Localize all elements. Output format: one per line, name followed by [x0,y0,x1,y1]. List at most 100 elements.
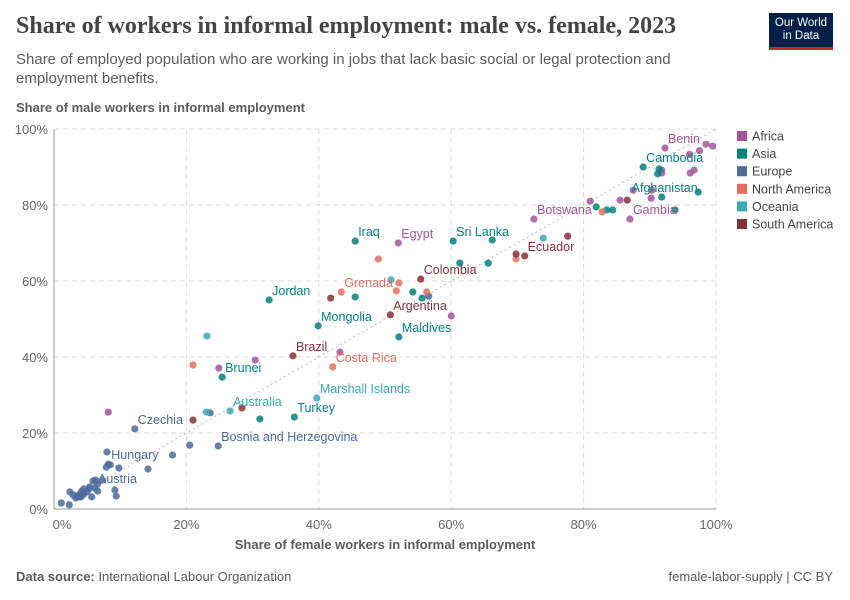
data-point[interactable] [144,465,152,473]
legend-item[interactable]: Asia [737,147,776,161]
data-point[interactable] [351,293,359,301]
data-point[interactable] [238,404,246,412]
data-point[interactable] [661,144,669,152]
data-point[interactable] [488,236,496,244]
legend-item[interactable]: Oceania [737,200,799,214]
data-point[interactable] [111,486,119,494]
data-point[interactable] [449,237,457,245]
data-point[interactable] [102,463,110,471]
data-point[interactable] [186,441,194,449]
data-point[interactable] [115,464,123,472]
data-point[interactable] [530,215,538,223]
y-axis-label: Share of male workers in informal employ… [16,100,306,115]
data-point[interactable] [654,170,662,178]
data-point[interactable] [418,294,426,302]
legend-label: Asia [752,147,776,161]
data-point[interactable] [168,451,177,459]
data-point[interactable] [484,259,492,267]
data-point[interactable] [290,413,298,421]
data-point[interactable] [387,276,395,284]
data-point[interactable] [351,237,359,245]
data-point[interactable] [226,407,234,415]
data-point[interactable] [394,239,402,247]
footer-license[interactable]: female-labor-supply | CC BY [668,569,834,584]
data-point[interactable] [189,361,197,369]
data-point[interactable] [289,352,297,360]
data-point[interactable] [690,166,698,174]
data-point[interactable] [314,322,322,330]
data-point[interactable] [386,311,394,319]
data-point[interactable] [694,188,702,196]
data-point[interactable] [629,186,637,194]
data-point[interactable] [521,252,529,260]
data-point[interactable] [695,147,704,155]
data-point[interactable] [598,208,606,216]
data-point[interactable] [658,193,666,201]
y-tick-label: 0% [29,502,48,517]
point-label: Austria [98,472,137,486]
owid-logo[interactable]: Our World in Data [769,13,833,50]
data-point[interactable] [203,332,211,340]
data-point[interactable] [337,288,345,296]
data-point[interactable] [104,408,112,416]
data-point[interactable] [392,287,400,295]
data-point[interactable] [512,250,520,258]
data-point[interactable] [80,485,88,493]
data-point[interactable] [539,234,547,242]
data-point[interactable] [447,312,455,320]
data-point[interactable] [512,255,520,263]
point-label: Brunei [225,361,261,375]
data-point[interactable] [189,416,197,424]
reference-line [53,128,717,510]
data-point[interactable] [327,294,335,302]
data-point[interactable] [57,499,65,507]
data-point[interactable] [313,394,321,402]
data-point[interactable] [626,215,634,223]
data-point[interactable] [592,203,600,211]
data-point[interactable] [456,259,464,267]
data-point[interactable] [623,196,631,204]
data-point[interactable] [112,492,120,500]
data-point[interactable] [214,442,222,450]
data-point[interactable] [329,363,337,371]
data-point[interactable] [265,296,273,304]
data-point[interactable] [69,491,77,499]
data-point[interactable] [65,501,73,509]
data-point[interactable] [671,206,679,214]
data-point[interactable] [616,196,624,204]
data-point[interactable] [94,487,102,495]
data-point[interactable] [639,163,647,171]
legend-item[interactable]: North America [737,182,831,196]
data-point[interactable] [77,493,85,501]
data-point[interactable] [564,232,572,240]
data-point[interactable] [648,186,656,194]
data-source: Data source: International Labour Organi… [16,569,291,584]
data-point[interactable] [374,255,382,263]
data-point[interactable] [218,373,226,381]
data-point[interactable] [202,408,210,416]
data-point[interactable] [685,150,694,159]
data-point[interactable] [709,142,717,150]
data-point[interactable] [88,493,96,501]
data-point[interactable] [103,448,111,456]
data-point[interactable] [647,194,655,202]
data-point[interactable] [131,425,139,433]
data-point[interactable] [423,288,431,296]
data-point[interactable] [215,364,223,372]
legend-item[interactable]: Africa [737,130,784,144]
data-point[interactable] [586,197,594,205]
legend-item[interactable]: South America [737,218,833,232]
x-tick-label: 60% [438,517,464,532]
point-label: Brazil [296,340,327,354]
data-point[interactable] [256,415,264,423]
data-point[interactable] [395,333,403,341]
data-point[interactable] [409,288,417,296]
data-point[interactable] [702,140,710,148]
data-point[interactable] [251,356,259,364]
data-point[interactable] [98,476,106,484]
data-point[interactable] [395,279,403,287]
legend-item[interactable]: Europe [737,165,792,179]
data-point[interactable] [417,275,425,283]
data-point[interactable] [609,206,617,214]
data-point[interactable] [336,348,344,356]
